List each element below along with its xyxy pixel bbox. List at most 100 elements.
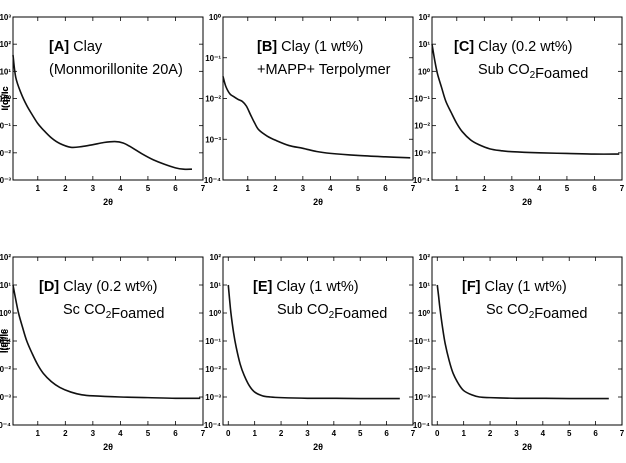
x-tick-label: 1 (36, 184, 41, 193)
x-tick-label: 1 (36, 429, 41, 438)
series-line (12, 54, 192, 171)
y-tick-label: 10⁻⁴ (413, 176, 430, 185)
y-tick-label: 10⁻² (205, 95, 221, 104)
series-line (12, 284, 201, 400)
panel-tag: [A] (49, 39, 73, 55)
series-line (222, 76, 411, 159)
y-tick-label: 10⁻⁴ (0, 421, 11, 430)
x-tick-label: 6 (592, 184, 597, 193)
y-tick-label: 10⁻¹ (414, 337, 430, 346)
panel-tag: [F] (462, 279, 485, 295)
panel-title-line1: [F] Clay (1 wt%) (462, 279, 567, 295)
x-tick-label: 0 (226, 429, 231, 438)
panel-b: 1 2 3 4 5 6 7 10⁰ 10⁻¹ 10⁻² 10⁻³ 10⁻⁴ 2θ I(q)/Ic [B] C… (0, 13, 416, 207)
y-axis-label: I(q)/Ic (0, 329, 10, 353)
x-tick-label: 7 (201, 184, 206, 193)
y-tick-label: 10³ (0, 13, 11, 22)
y-tick-label: 10⁻³ (414, 393, 430, 402)
series-line (436, 284, 609, 400)
y-tick-label: 10⁻³ (0, 393, 11, 402)
x-axis-label: 2θ (313, 197, 323, 207)
x-tick-label: 3 (91, 184, 96, 193)
x-axis-label: 2θ (522, 197, 532, 207)
y-tick-label: 10¹ (418, 40, 430, 49)
panel-title-line2: Sc CO2Foamed (63, 302, 164, 322)
y-axis-label: I(q)/Ic (0, 87, 10, 111)
y-tick-label: 10¹ (209, 281, 221, 290)
y-tick-label: 10⁻¹ (0, 337, 11, 346)
panel-e: 0 1 2 3 4 5 6 7 10² 10¹ 10⁰ 10⁻¹ 10⁻² 10⁻³ 10⁻⁴ 2θ I(q)/… (0, 253, 416, 452)
x-tick-label: 4 (541, 429, 546, 438)
y-tick-label: 10⁻¹ (205, 337, 221, 346)
x-tick-label: 6 (173, 429, 178, 438)
x-tick-label: 1 (461, 429, 466, 438)
y-tick-label: 10⁻¹ (414, 95, 430, 104)
panel-a: 1 2 3 4 5 6 7 10³ 10² 10¹ 10⁰ 10⁻¹ 10⁻² 10⁻³ 2θ I(q)/Ic… (0, 13, 206, 207)
y-tick-label: 10² (209, 253, 221, 262)
x-tick-label: 5 (146, 429, 151, 438)
series-line (431, 44, 620, 155)
x-tick-label: 7 (411, 184, 416, 193)
panel-title-line2: Sub CO2Foamed (478, 62, 588, 82)
y-tick-label: 10² (418, 253, 430, 262)
y-tick-label: 10⁰ (418, 309, 431, 318)
y-tick-label: 10⁻² (414, 365, 430, 374)
panel-title-line2: (Monmorillonite 20A) (49, 62, 183, 78)
panel-c: 1 2 3 4 5 6 7 10² 10¹ 10⁰ 10⁻¹ 10⁻² 10⁻³ 10⁻⁴ 2θ I(q)/I… (0, 13, 625, 207)
x-tick-label: 5 (146, 184, 151, 193)
x-axis-label: 2θ (313, 442, 323, 452)
y-tick-label: 10⁰ (0, 95, 12, 104)
x-axis-label: 2θ (103, 197, 113, 207)
panel-f: 0 1 2 3 4 5 6 7 10² 10¹ 10⁰ 10⁻¹ 10⁻² 10⁻³ 10⁻⁴ 2θ I(q)/… (0, 253, 625, 452)
x-tick-label: 2 (488, 429, 493, 438)
panel-title-line1: [E] Clay (1 wt%) (253, 279, 359, 295)
y-tick-label: 10⁻³ (205, 393, 221, 402)
y-tick-label: 10⁻² (414, 122, 430, 131)
y-tick-label: 10⁻² (0, 365, 11, 374)
x-tick-label: 2 (63, 429, 68, 438)
y-tick-label: 10¹ (418, 281, 430, 290)
y-tick-label: 10⁰ (0, 309, 12, 318)
y-tick-label: 10⁰ (209, 309, 222, 318)
x-tick-label: 3 (305, 429, 310, 438)
y-tick-label: 10¹ (0, 67, 11, 76)
x-tick-label: 7 (411, 429, 416, 438)
y-axis-label: I(q)/Ic (0, 87, 10, 111)
y-tick-label: 10⁻¹ (205, 54, 221, 63)
x-tick-label: 1 (246, 184, 251, 193)
x-tick-label: 5 (358, 429, 363, 438)
panel-tag: [D] (39, 279, 63, 295)
panel-tag: [B] (257, 39, 281, 55)
series-line (227, 284, 400, 400)
panel-title-line2: Sc CO2Foamed (486, 302, 587, 322)
x-tick-label: 7 (620, 429, 625, 438)
y-axis-label: I(q)/Ic (0, 329, 8, 353)
x-tick-label: 4 (118, 184, 123, 193)
x-tick-label: 3 (514, 429, 519, 438)
y-tick-label: 10⁻¹ (0, 122, 11, 131)
x-tick-label: 4 (537, 184, 542, 193)
plot-frame (12, 16, 204, 181)
x-tick-label: 6 (173, 184, 178, 193)
x-tick-label: 0 (435, 429, 440, 438)
x-axis-label: 2θ (103, 442, 113, 452)
y-tick-label: 10⁻⁴ (204, 176, 221, 185)
x-tick-label: 4 (328, 184, 333, 193)
x-tick-label: 3 (91, 429, 96, 438)
x-tick-label: 5 (567, 429, 572, 438)
x-tick-label: 7 (620, 184, 625, 193)
x-tick-label: 4 (332, 429, 337, 438)
y-tick-label: 10⁻⁴ (413, 421, 430, 430)
panel-title-line1: [C] Clay (0.2 wt%) (454, 39, 572, 55)
x-tick-label: 1 (252, 429, 257, 438)
panel-tag: [E] (253, 279, 276, 295)
panel-tag: [C] (454, 39, 478, 55)
panel-title-line1: [A] Clay (49, 39, 103, 55)
x-tick-label: 6 (383, 184, 388, 193)
x-tick-label: 7 (201, 429, 206, 438)
x-axis-label: 2θ (522, 442, 532, 452)
y-tick-label: 10² (418, 13, 430, 22)
x-tick-label: 3 (510, 184, 515, 193)
y-tick-label: 10⁻² (0, 149, 11, 158)
